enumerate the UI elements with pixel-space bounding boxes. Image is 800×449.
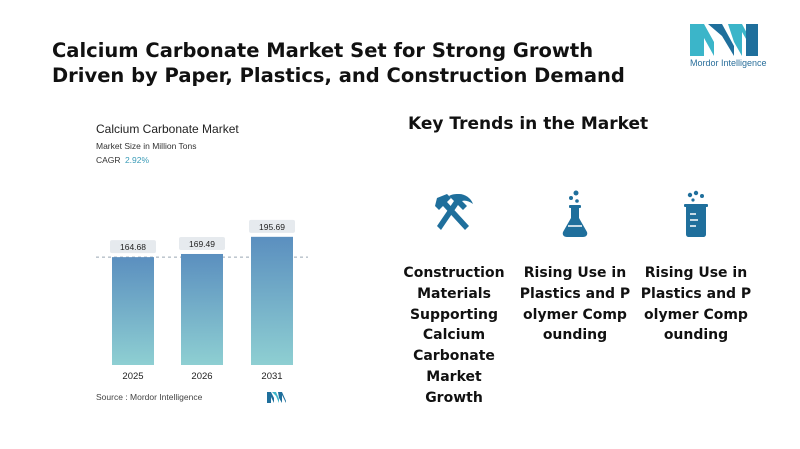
cagr: CAGR 2.92% [96, 155, 149, 165]
trend-item-construction: Construction Materials Supporting Calciu… [398, 190, 510, 409]
trend-label: Rising Use in Plastics and Polymer Compo… [640, 265, 752, 344]
logo-text: Mordor Intelligence [690, 58, 767, 68]
value-label-bg [179, 236, 225, 250]
x-tick-label: 2025 [122, 371, 143, 382]
brand-logo: Mordor Intelligence [690, 20, 770, 68]
cagr-label: CAGR [96, 155, 121, 165]
bar-2031 [251, 236, 293, 365]
page-title: Calcium Carbonate Market Set for Strong … [52, 39, 625, 87]
flask-icon [562, 190, 588, 237]
value-label: 195.69 [259, 222, 285, 232]
x-tick-label: 2026 [191, 371, 212, 382]
trends-title: Key Trends in the Market [408, 114, 649, 134]
value-label-bg [249, 219, 295, 233]
x-tick-label: 2031 [261, 371, 282, 382]
bar-2026 [181, 253, 223, 365]
trend-label: Rising Use in Plastics and Polymer Compo… [519, 265, 631, 344]
chart-plot: 164.68 2025 169.49 2026 195.69 2031 [96, 219, 308, 382]
trend-item-plastics: Rising Use in Plastics and Polymer Compo… [519, 190, 631, 346]
chart-title: Calcium Carbonate Market [96, 122, 239, 136]
mini-logo-icon [267, 390, 287, 408]
bar-2025 [112, 257, 154, 365]
hammer-pick-icon [435, 194, 473, 230]
bar-chart: Calcium Carbonate Market Market Size in … [96, 122, 326, 412]
value-label: 164.68 [120, 242, 146, 252]
value-label-bg [110, 240, 156, 254]
cagr-value: 2.92% [124, 155, 150, 165]
mordor-intelligence-logo-icon [690, 24, 758, 56]
value-label: 169.49 [189, 239, 215, 249]
chart-subtitle: Market Size in Million Tons [96, 141, 197, 151]
chart-source: Source : Mordor Intelligence [96, 392, 203, 402]
trend-label: Construction Materials Supporting Calciu… [403, 265, 505, 406]
beaker-icon [684, 190, 708, 237]
trend-item-polymer: Rising Use in Plastics and Polymer Compo… [640, 190, 752, 346]
